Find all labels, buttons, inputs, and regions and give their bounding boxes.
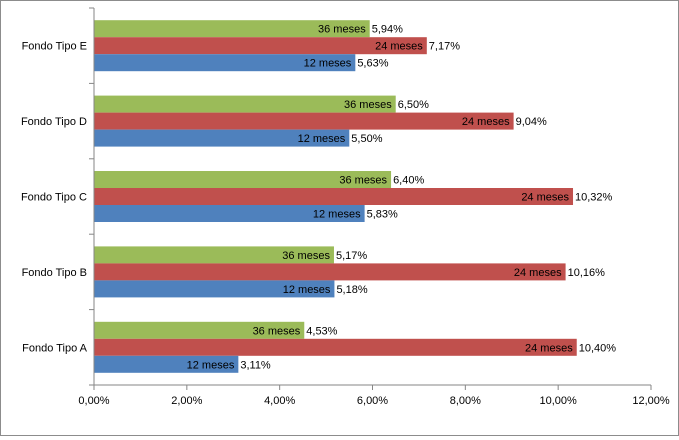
bar-value-label-s12-3: 5,50% bbox=[351, 133, 382, 145]
bar-s12-3 bbox=[94, 129, 350, 147]
bar-s12-0 bbox=[94, 355, 239, 373]
bar-value-label-s36-0: 4,53% bbox=[306, 325, 337, 337]
bar-series-label-s12-1: 12 meses bbox=[283, 284, 331, 296]
bar-s36-0 bbox=[94, 321, 305, 339]
bar-series-label-s24-2: 24 meses bbox=[521, 192, 569, 204]
x-tick-label-5: 10,00% bbox=[540, 395, 578, 407]
bar-s24-0 bbox=[94, 338, 577, 356]
bar-s24-1 bbox=[94, 263, 566, 281]
bar-value-label-s12-1: 5,18% bbox=[336, 284, 367, 296]
bar-s12-2 bbox=[94, 205, 365, 222]
data-labels-layer: 36 meses 4,53% 24 meses 10,40% 12 meses 3,11%… bbox=[187, 24, 617, 372]
bar-series-label-s36-0: 36 meses bbox=[253, 325, 301, 337]
category-label-4: Fondo Tipo E bbox=[22, 41, 87, 53]
bar-value-label-s36-3: 6,50% bbox=[398, 99, 429, 111]
bar-value-label-s12-2: 5,83% bbox=[367, 209, 398, 221]
bar-series-label-s36-3: 36 meses bbox=[344, 99, 392, 111]
bar-s12-4 bbox=[94, 54, 356, 72]
category-label-3: Fondo Tipo D bbox=[21, 116, 87, 128]
bar-s36-4 bbox=[94, 20, 370, 38]
bar-value-label-s36-4: 5,94% bbox=[372, 24, 403, 36]
bar-series-label-s24-1: 24 meses bbox=[514, 267, 562, 279]
bar-value-label-s12-4: 5,63% bbox=[357, 58, 388, 70]
bar-s24-4 bbox=[94, 37, 427, 55]
bar-value-label-s24-1: 10,16% bbox=[568, 267, 606, 279]
bar-value-label-s12-0: 3,11% bbox=[240, 359, 271, 371]
x-tick-label-1: 2,00% bbox=[171, 395, 202, 407]
bar-value-label-s24-2: 10,32% bbox=[575, 192, 613, 204]
bar-series-label-s36-1: 36 meses bbox=[282, 250, 330, 262]
x-tick-label-0: 0,00% bbox=[78, 395, 109, 407]
bar-series-label-s24-3: 24 meses bbox=[462, 116, 510, 128]
bar-s36-3 bbox=[94, 95, 396, 113]
bar-value-label-s24-3: 9,04% bbox=[516, 116, 547, 128]
bar-value-label-s24-4: 7,17% bbox=[429, 41, 460, 53]
category-label-1: Fondo Tipo B bbox=[22, 267, 87, 279]
bar-s24-3 bbox=[94, 112, 514, 130]
x-tick-label-3: 6,00% bbox=[357, 395, 388, 407]
bar-value-label-s36-1: 5,17% bbox=[336, 250, 367, 262]
axes-layer: Fondo Tipo A Fondo Tipo B Fondo Tipo C Fond… bbox=[21, 7, 670, 407]
bar-value-label-s24-0: 10,40% bbox=[579, 342, 617, 354]
bars-layer bbox=[94, 20, 577, 373]
bar-s36-1 bbox=[94, 246, 334, 264]
bar-series-label-s12-2: 12 meses bbox=[313, 209, 361, 221]
bar-series-label-s36-2: 36 meses bbox=[339, 175, 387, 187]
bar-series-label-s36-4: 36 meses bbox=[318, 24, 366, 36]
bar-series-label-s12-0: 12 meses bbox=[187, 359, 235, 371]
category-label-0: Fondo Tipo A bbox=[22, 342, 87, 354]
x-tick-label-2: 4,00% bbox=[264, 395, 295, 407]
category-label-2: Fondo Tipo C bbox=[21, 192, 87, 204]
x-tick-label-4: 8,00% bbox=[450, 395, 481, 407]
bar-series-label-s24-4: 24 meses bbox=[375, 41, 423, 53]
bar-series-label-s24-0: 24 meses bbox=[525, 342, 573, 354]
x-tick-label-6: 12,00% bbox=[632, 395, 670, 407]
bar-s24-2 bbox=[94, 188, 574, 205]
bar-s36-2 bbox=[94, 171, 392, 188]
bar-s12-1 bbox=[94, 280, 335, 298]
bar-value-label-s36-2: 6,40% bbox=[393, 175, 424, 187]
bar-series-label-s12-3: 12 meses bbox=[298, 133, 346, 145]
bar-series-label-s12-4: 12 meses bbox=[304, 58, 352, 70]
